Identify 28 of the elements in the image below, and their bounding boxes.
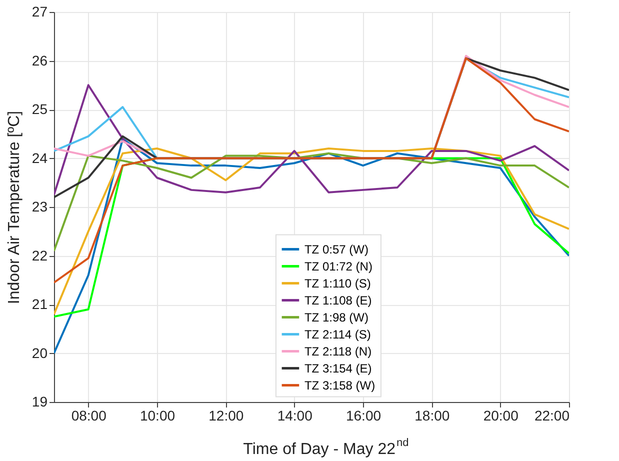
- x-tick-label: 22:00: [534, 408, 570, 424]
- x-tick-label: 18:00: [414, 408, 450, 424]
- y-tick-label: 22: [32, 247, 48, 264]
- legend-label: TZ 0:57 (W): [304, 242, 368, 256]
- x-tick-label: 08:00: [71, 408, 107, 424]
- line-series: [54, 84, 569, 196]
- x-tick-label: 12:00: [208, 408, 244, 424]
- legend-label: TZ 2:118 (N): [304, 344, 372, 358]
- y-tick-label: 24: [32, 150, 48, 166]
- x-tick-label: 16:00: [346, 408, 382, 424]
- y-tick-label: 21: [32, 296, 48, 312]
- y-axis-title: Indoor Air Temperature [ºC]: [6, 110, 23, 304]
- legend-label: TZ 01:72 (N): [304, 259, 372, 274]
- y-tick-label: 19: [32, 394, 48, 410]
- legend-label: TZ 1:108 (E): [304, 293, 372, 308]
- legend-label: TZ 1:110 (S): [304, 276, 371, 290]
- y-tick-label: 27: [32, 4, 48, 20]
- y-tick-label: 25: [32, 101, 48, 117]
- x-tick-label: 14:00: [277, 408, 313, 424]
- y-tick-label: 26: [32, 52, 48, 68]
- legend-label: TZ 2:114 (S): [304, 327, 371, 342]
- y-tick-label: 20: [32, 344, 48, 361]
- legend-label: TZ 3:158 (W): [304, 378, 376, 392]
- legend-label: TZ 3:154 (E): [304, 361, 372, 376]
- x-tick-label: 10:00: [140, 408, 176, 424]
- legend-label: TZ 1:98 (W): [304, 310, 368, 324]
- y-tick-label: 23: [32, 198, 48, 214]
- x-tick-label: 20:00: [483, 408, 519, 424]
